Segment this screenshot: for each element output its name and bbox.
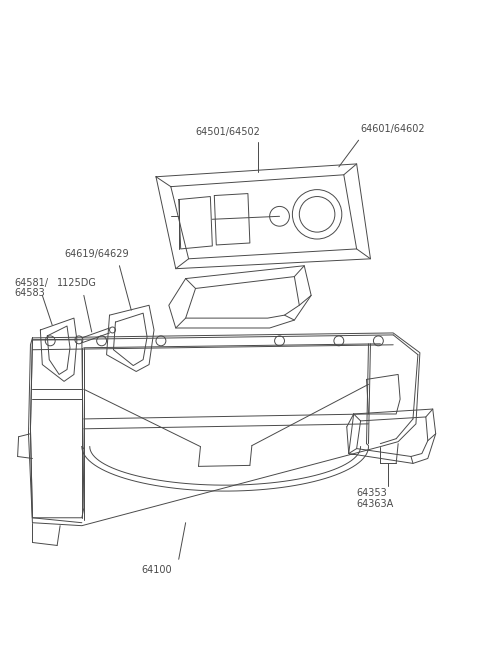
Text: 64619/64629: 64619/64629 xyxy=(64,249,129,259)
Text: 64601/64602: 64601/64602 xyxy=(360,124,425,134)
Text: 64100: 64100 xyxy=(141,565,172,575)
Text: 64353: 64353 xyxy=(357,488,387,498)
Text: 64363A: 64363A xyxy=(357,499,394,509)
Text: 1125DG: 1125DG xyxy=(57,278,97,288)
Text: 64501/64502: 64501/64502 xyxy=(195,127,260,138)
Text: 64583: 64583 xyxy=(14,288,46,298)
Text: 64581/: 64581/ xyxy=(14,278,48,288)
